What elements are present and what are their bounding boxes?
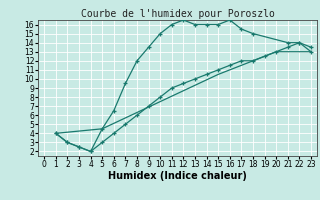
- Title: Courbe de l'humidex pour Poroszlo: Courbe de l'humidex pour Poroszlo: [81, 9, 275, 19]
- X-axis label: Humidex (Indice chaleur): Humidex (Indice chaleur): [108, 171, 247, 181]
